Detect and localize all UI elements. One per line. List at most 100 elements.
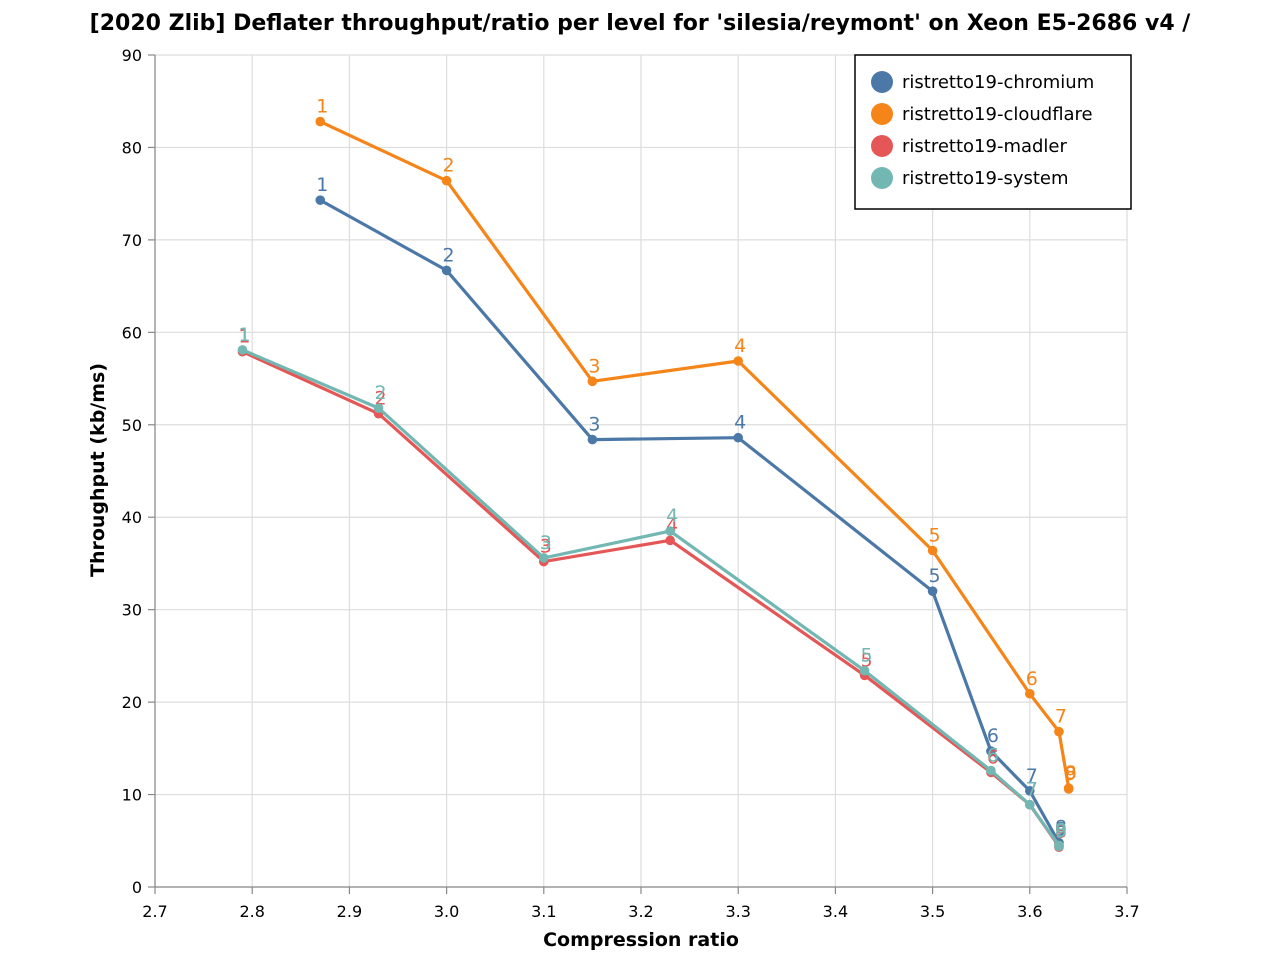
y-tick-label: 90	[122, 46, 142, 65]
x-axis-title: Compression ratio	[543, 929, 739, 951]
y-tick-label: 40	[122, 508, 142, 527]
data-label: 4	[734, 412, 746, 434]
data-point	[1025, 799, 1035, 810]
legend-box	[854, 54, 1132, 210]
data-label: 9	[1065, 763, 1077, 785]
x-axis-ticks: 2.7 2.8 2.9 3.0 3.1 3.2 3.3 3.4 3.5 3.6 3.7	[142, 887, 1140, 921]
data-label: 5	[861, 649, 873, 671]
data-point	[1054, 841, 1064, 852]
data-point	[1025, 786, 1035, 796]
legend-swatch	[871, 71, 893, 93]
data-label: 6	[987, 745, 999, 767]
x-tick-label: 3.4	[823, 902, 848, 921]
data-point	[441, 175, 452, 186]
x-tick-label: 2.9	[337, 902, 362, 921]
legend-label: ristretto19-madler	[902, 136, 1068, 157]
data-label: 6	[987, 725, 999, 747]
x-tick-label: 3.2	[628, 902, 653, 921]
data-label: 3	[540, 532, 552, 554]
x-tick-label: 3.6	[1017, 902, 1042, 921]
legend: ristretto19-chromium ristretto19-cloudfla…	[854, 54, 1132, 210]
chart-title: [2020 Zlib] Deflater throughput/ratio pe…	[90, 11, 1192, 36]
x-tick-label: 3.1	[531, 902, 556, 921]
data-label: 2	[443, 155, 455, 177]
legend-label: ristretto19-cloudflare	[902, 104, 1093, 125]
data-point	[1025, 688, 1035, 699]
data-point	[859, 665, 870, 676]
data-point	[315, 195, 326, 205]
y-tick-label: 0	[132, 878, 142, 897]
data-label: 1	[316, 174, 328, 196]
data-label: 8	[1055, 820, 1067, 842]
data-label: 2	[443, 244, 455, 266]
data-label: 9	[1055, 820, 1067, 842]
x-tick-label: 3.7	[1114, 902, 1139, 921]
data-point	[986, 746, 996, 756]
data-point	[373, 403, 384, 413]
y-tick-label: 80	[122, 138, 142, 157]
data-point	[237, 345, 248, 355]
y-axis-title: Throughput (kb/ms)	[87, 363, 109, 577]
data-label: 4	[734, 335, 746, 357]
data-label: 8	[1065, 762, 1077, 784]
data-point	[927, 586, 938, 596]
legend-label: ristretto19-system	[902, 168, 1069, 189]
data-label: 9	[1055, 818, 1067, 840]
y-tick-label: 30	[122, 601, 142, 620]
data-label: 5	[929, 565, 941, 587]
y-tick-label: 20	[122, 693, 142, 712]
data-point	[733, 356, 743, 366]
data-label: 1	[316, 96, 328, 118]
data-label: 6	[1026, 668, 1038, 690]
data-point	[315, 116, 326, 127]
data-label: 1	[238, 326, 250, 348]
legend-swatch	[871, 167, 893, 189]
data-point	[665, 526, 675, 536]
data-point	[441, 265, 452, 276]
data-point	[539, 553, 549, 563]
data-label: 3	[540, 536, 552, 558]
data-label: 8	[1055, 819, 1067, 841]
data-label: 7	[1026, 765, 1038, 787]
legend-swatch	[871, 103, 893, 125]
x-tick-label: 2.8	[239, 902, 264, 921]
legend-label: ristretto19-chromium	[902, 72, 1094, 93]
data-point	[1054, 726, 1064, 737]
data-label: 7	[1026, 779, 1038, 801]
data-point	[1063, 784, 1074, 794]
data-label: 7	[1055, 706, 1067, 728]
x-tick-label: 3.0	[434, 902, 459, 921]
x-tick-label: 3.3	[725, 902, 750, 921]
data-label: 9	[1055, 821, 1067, 843]
data-point	[587, 376, 598, 387]
data-label: 3	[588, 414, 600, 436]
y-tick-label: 70	[122, 231, 142, 250]
data-label: 5	[929, 525, 941, 547]
data-label: 5	[861, 645, 873, 667]
x-tick-label: 3.5	[920, 902, 945, 921]
data-label: 2	[375, 382, 387, 404]
data-point	[733, 432, 743, 443]
y-axis-ticks: 0 10 20 30 40 50 60 70 80 90	[122, 46, 155, 897]
data-point	[665, 535, 675, 546]
x-tick-label: 2.7	[142, 902, 167, 921]
data-label: 3	[588, 355, 600, 377]
data-label: 1	[238, 324, 250, 346]
data-label: 7	[1026, 779, 1038, 801]
series-line	[318, 198, 1061, 847]
data-label: 8	[1055, 817, 1067, 839]
data-label: 6	[987, 746, 999, 768]
y-tick-label: 50	[122, 416, 142, 435]
data-point	[927, 545, 938, 556]
y-tick-label: 60	[122, 323, 142, 342]
data-point	[587, 434, 598, 445]
legend-swatch	[871, 135, 893, 157]
y-tick-label: 10	[122, 786, 142, 805]
data-label: 4	[666, 505, 678, 527]
